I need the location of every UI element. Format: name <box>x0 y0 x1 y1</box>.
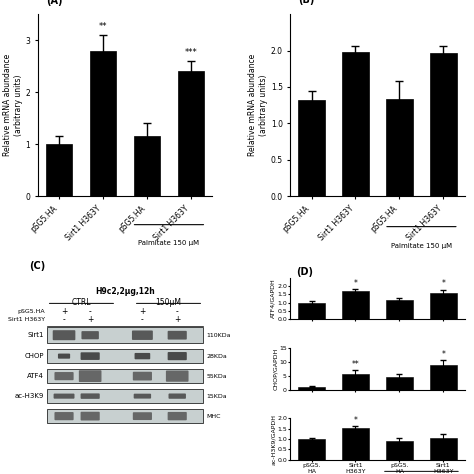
FancyBboxPatch shape <box>132 330 153 340</box>
Text: -: - <box>176 307 179 316</box>
FancyBboxPatch shape <box>82 331 99 339</box>
FancyBboxPatch shape <box>46 327 203 343</box>
Text: +: + <box>139 307 146 316</box>
FancyBboxPatch shape <box>81 352 100 360</box>
FancyBboxPatch shape <box>54 393 74 399</box>
Text: (A): (A) <box>46 0 63 6</box>
Y-axis label: Relative mRNA abundance
(arbitrary units): Relative mRNA abundance (arbitrary units… <box>3 54 23 156</box>
FancyBboxPatch shape <box>135 353 150 359</box>
Text: *: * <box>354 279 357 288</box>
Text: *: * <box>441 350 446 359</box>
Bar <box>46 144 72 196</box>
Text: 110KDa: 110KDa <box>207 333 231 337</box>
Text: MHC: MHC <box>207 414 221 419</box>
Text: -: - <box>63 315 65 324</box>
Text: **: ** <box>352 360 359 369</box>
FancyBboxPatch shape <box>134 394 151 399</box>
Bar <box>298 439 325 460</box>
Text: (D): (D) <box>296 267 313 277</box>
Text: *: * <box>354 416 357 425</box>
Text: 28KDa: 28KDa <box>207 354 228 359</box>
Text: -: - <box>89 307 91 316</box>
Text: H9c2,2μg,12h: H9c2,2μg,12h <box>95 287 155 296</box>
Bar <box>342 374 369 390</box>
FancyBboxPatch shape <box>53 330 75 340</box>
Y-axis label: CHOP/GAPDH: CHOP/GAPDH <box>273 348 278 390</box>
FancyBboxPatch shape <box>168 331 187 339</box>
Y-axis label: ac-H3K9/GAPDH: ac-H3K9/GAPDH <box>271 414 276 465</box>
Bar <box>430 53 456 196</box>
FancyBboxPatch shape <box>133 372 152 381</box>
Text: Sirt1 H363Y: Sirt1 H363Y <box>8 317 45 322</box>
Y-axis label: ATF4/GAPDH: ATF4/GAPDH <box>271 279 276 319</box>
Bar <box>134 137 160 196</box>
Bar <box>342 292 369 319</box>
Bar <box>386 377 413 390</box>
Bar <box>430 293 456 319</box>
Text: CTRL: CTRL <box>72 298 91 307</box>
Text: Sirt1: Sirt1 <box>27 332 44 338</box>
FancyBboxPatch shape <box>46 369 203 383</box>
Text: 15KDa: 15KDa <box>207 393 228 399</box>
Bar <box>386 441 413 460</box>
FancyBboxPatch shape <box>46 389 203 403</box>
Bar <box>90 51 116 196</box>
FancyBboxPatch shape <box>166 371 189 382</box>
FancyBboxPatch shape <box>46 349 203 364</box>
Bar <box>386 300 413 319</box>
Text: **: ** <box>99 22 107 31</box>
FancyBboxPatch shape <box>55 412 73 420</box>
Text: -: - <box>141 315 144 324</box>
Bar <box>342 52 369 196</box>
Text: +: + <box>174 315 181 324</box>
FancyBboxPatch shape <box>55 372 73 380</box>
Bar <box>298 303 325 319</box>
Text: (C): (C) <box>29 261 46 271</box>
Bar <box>430 438 456 460</box>
Bar <box>298 100 325 196</box>
Y-axis label: Relative mRNA abundance
(arbitrary units): Relative mRNA abundance (arbitrary units… <box>248 54 268 156</box>
Text: pSG5.HA: pSG5.HA <box>17 309 45 314</box>
Bar <box>178 72 204 196</box>
Text: +: + <box>61 307 67 316</box>
Text: (B): (B) <box>298 0 315 5</box>
Bar <box>298 387 325 390</box>
FancyBboxPatch shape <box>58 354 70 359</box>
Text: 55KDa: 55KDa <box>207 374 228 379</box>
Text: *: * <box>441 279 446 288</box>
FancyBboxPatch shape <box>81 393 100 399</box>
Bar <box>430 365 456 390</box>
FancyBboxPatch shape <box>81 412 100 420</box>
FancyBboxPatch shape <box>46 409 203 423</box>
Bar <box>386 100 413 196</box>
Text: ATF4: ATF4 <box>27 373 44 379</box>
FancyBboxPatch shape <box>79 370 101 382</box>
FancyBboxPatch shape <box>168 352 187 360</box>
Text: CHOP: CHOP <box>25 353 44 359</box>
Bar <box>342 428 369 460</box>
FancyBboxPatch shape <box>168 412 187 420</box>
Text: 150μM: 150μM <box>155 298 182 307</box>
FancyBboxPatch shape <box>169 393 186 399</box>
Text: Palmitate 150 μM: Palmitate 150 μM <box>138 240 200 246</box>
Text: Palmitate 150 μM: Palmitate 150 μM <box>391 243 452 249</box>
Text: +: + <box>87 315 93 324</box>
Text: ac-H3K9: ac-H3K9 <box>15 393 44 399</box>
Text: ***: *** <box>184 48 197 57</box>
FancyBboxPatch shape <box>133 412 152 420</box>
